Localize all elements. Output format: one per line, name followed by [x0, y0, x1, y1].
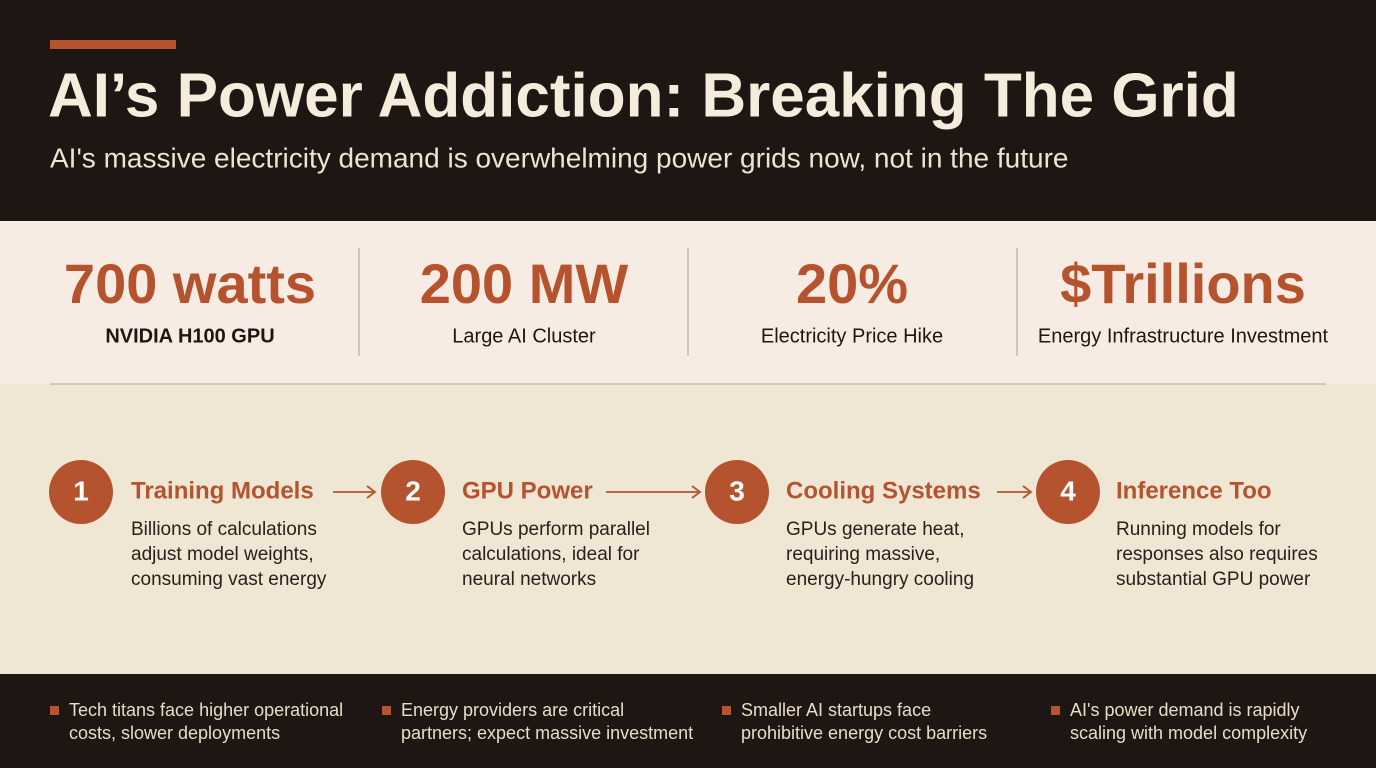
step-description: Running models for — [1116, 519, 1281, 540]
step-circle — [381, 460, 445, 524]
stat-value: 20% — [796, 252, 908, 315]
accent-bar — [50, 40, 176, 49]
step-description: calculations, ideal for — [462, 544, 640, 565]
stat-value: 200 MW — [420, 252, 629, 315]
step-circle — [1036, 460, 1100, 524]
stat-value: $Trillions — [1060, 252, 1306, 315]
arrow-head — [1022, 485, 1033, 499]
process-band — [0, 384, 1376, 674]
title: AI’s Power Addiction: Breaking The Grid — [48, 61, 1239, 130]
arrow-head — [691, 485, 702, 499]
step-title: Training Models — [131, 477, 314, 504]
bullet — [722, 706, 731, 715]
step-description: GPUs perform parallel — [462, 519, 650, 540]
step-number: 3 — [729, 475, 745, 506]
impact-text: scaling with model complexity — [1070, 723, 1307, 743]
step-title: Inference Too — [1116, 477, 1272, 504]
step-description: responses also requires — [1116, 544, 1318, 565]
stat-label: Energy Infrastructure Investment — [1038, 325, 1329, 347]
stat-label: Large AI Cluster — [452, 325, 596, 347]
step-description: requiring massive, — [786, 544, 940, 565]
bullet — [382, 706, 391, 715]
step-description: neural networks — [462, 569, 596, 590]
bullet — [50, 706, 59, 715]
impact-text: prohibitive energy cost barriers — [741, 723, 987, 743]
impact-text: partners; expect massive investment — [401, 723, 693, 743]
stat-label: Electricity Price Hike — [761, 325, 943, 347]
step-description: adjust model weights, — [131, 544, 314, 565]
step-number: 4 — [1060, 475, 1076, 506]
bullet — [1051, 706, 1060, 715]
step-description: energy-hungry cooling — [786, 569, 974, 590]
step-title: Cooling Systems — [786, 477, 981, 504]
impact-band — [0, 674, 1376, 768]
step-number: 2 — [405, 475, 421, 506]
step-description: GPUs generate heat, — [786, 519, 965, 540]
impact-text: Smaller AI startups face — [741, 700, 931, 720]
stat-value: 700 watts — [64, 252, 316, 315]
subtitle: AI's massive electricity demand is overw… — [50, 142, 1068, 173]
stat-label: NVIDIA H100 GPU — [105, 325, 274, 347]
step-circle — [49, 460, 113, 524]
step-description: Billions of calculations — [131, 519, 317, 540]
impact-text: Energy providers are critical — [401, 700, 624, 720]
step-number: 1 — [73, 475, 89, 506]
step-description: consuming vast energy — [131, 569, 327, 590]
step-title: GPU Power — [462, 477, 593, 504]
impact-text: AI's power demand is rapidly — [1070, 700, 1300, 720]
step-description: substantial GPU power — [1116, 569, 1311, 590]
impact-text: Tech titans face higher operational — [69, 700, 343, 720]
impact-text: costs, slower deployments — [69, 723, 280, 743]
header-band — [0, 0, 1376, 221]
step-circle — [705, 460, 769, 524]
arrow-head — [366, 485, 377, 499]
